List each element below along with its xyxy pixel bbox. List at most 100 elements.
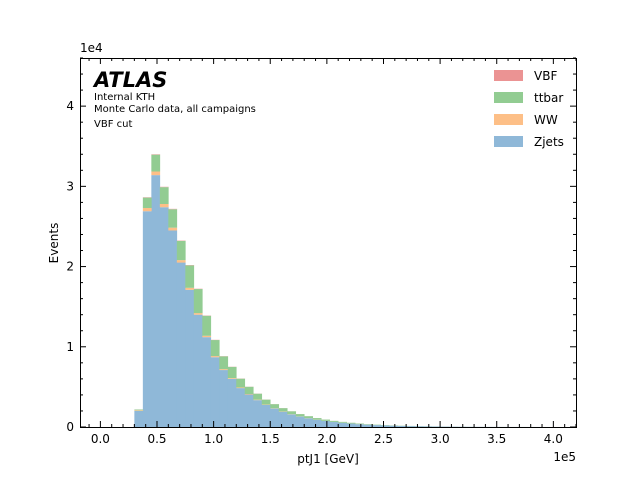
y-axis-label: Events <box>47 223 61 264</box>
bar-ttbar-12 <box>202 315 212 336</box>
bar-ttbar-22 <box>287 411 297 415</box>
legend: VBF ttbar WW Zjets <box>494 69 564 149</box>
legend-label-vbf: VBF <box>534 69 557 83</box>
bar-zjets-11 <box>193 314 203 427</box>
bar-zjets-24 <box>304 418 314 427</box>
bar-ttbar-4 <box>134 409 144 411</box>
labels-layer: 1e4 1e5 ptJ1 [GeV] Events <box>47 41 576 466</box>
bar-zjets-30 <box>355 424 364 427</box>
bar-zjets-4 <box>134 410 144 427</box>
bar-zjets-28 <box>338 422 347 427</box>
bar-ttbar-9 <box>176 240 186 261</box>
bar-ttbar-15 <box>227 366 237 379</box>
bar-zjets-16 <box>236 388 246 427</box>
x-scale-label: 1e5 <box>553 450 576 464</box>
bar-zjets-19 <box>261 404 271 427</box>
annotation-line-2: Monte Carlo data, all campaigns <box>94 104 256 115</box>
bar-ttbar-26 <box>321 419 330 421</box>
bar-zjets-15 <box>227 378 237 427</box>
bar-ttbar-21 <box>278 408 288 412</box>
y-tick-label: 1 <box>66 340 74 354</box>
plot-frame <box>80 58 577 428</box>
bar-zjets-23 <box>295 416 305 427</box>
x-axis-label: ptJ1 [GeV] <box>297 452 359 466</box>
y-tick-label: 2 <box>66 260 74 274</box>
bar-ttbar-19 <box>261 399 271 405</box>
bar-ww-8 <box>168 227 178 231</box>
bar-ww-16 <box>236 387 246 389</box>
bar-ttbar-11 <box>193 289 203 314</box>
x-tick-label: 3.0 <box>431 432 450 446</box>
y-tick-label: 3 <box>66 179 74 193</box>
legend-swatch-zjets <box>494 136 523 147</box>
legend-swatch-ww <box>494 114 523 125</box>
legend-label-zjets: Zjets <box>534 135 564 149</box>
bar-ww-17 <box>244 393 254 395</box>
x-tick-label: 2.5 <box>374 432 393 446</box>
bar-ttbar-18 <box>253 393 263 400</box>
bar-zjets-18 <box>253 400 263 427</box>
bar-zjets-38 <box>423 426 432 427</box>
bar-zjets-27 <box>329 422 339 427</box>
y-tick-label: 4 <box>66 99 74 113</box>
bar-ttbar-25 <box>312 418 322 420</box>
y-scale-label: 1e4 <box>80 41 103 55</box>
x-tick-label: 2.0 <box>317 432 336 446</box>
bar-ttbar-28 <box>338 421 347 423</box>
atlas-annotation: ATLAS Internal KTH Monte Carlo data, all… <box>92 68 256 130</box>
bar-zjets-14 <box>219 370 229 427</box>
bar-zjets-26 <box>321 420 330 427</box>
bar-ww-11 <box>193 313 203 315</box>
bar-zjets-6 <box>151 175 161 427</box>
y-tick-label: 0 <box>66 420 74 434</box>
annotation-line-1: Internal KTH <box>94 92 155 103</box>
x-tick-label: 4.0 <box>544 432 563 446</box>
bar-ttbar-13 <box>210 340 220 357</box>
legend-label-ttbar: ttbar <box>534 91 563 105</box>
bar-zjets-10 <box>185 289 195 427</box>
bar-ww-14 <box>219 369 229 371</box>
bar-zjets-22 <box>287 414 297 427</box>
bar-zjets-33 <box>380 425 390 427</box>
legend-swatch-vbf <box>494 70 523 81</box>
bar-zjets-25 <box>312 419 322 427</box>
x-tick-label: 0.5 <box>147 432 166 446</box>
bar-zjets-32 <box>372 425 381 427</box>
bar-ww-7 <box>159 204 169 208</box>
annotation-line-3: VBF cut <box>94 119 132 130</box>
bar-ttbar-27 <box>329 420 339 422</box>
bar-zjets-5 <box>142 211 152 427</box>
ticks-layer: 0.0 0.5 1.0 1.5 2.0 2.5 3.0 3.5 4.0 0 1 2 3 4 <box>66 57 577 446</box>
x-tick-label: 1.0 <box>204 432 223 446</box>
x-tick-label: 3.5 <box>487 432 506 446</box>
bar-ttbar-20 <box>270 404 280 409</box>
legend-swatch-ttbar <box>494 92 523 103</box>
bar-ww-13 <box>210 356 220 358</box>
bar-ttbar-5 <box>142 197 152 209</box>
bar-zjets-7 <box>159 207 169 427</box>
bar-zjets-13 <box>210 357 220 427</box>
bar-zjets-29 <box>346 423 356 427</box>
bar-zjets-20 <box>270 408 280 427</box>
x-tick-label: 1.5 <box>261 432 280 446</box>
bar-ww-10 <box>185 287 195 290</box>
bar-zjets-31 <box>363 424 373 427</box>
bar-ww-15 <box>227 378 237 379</box>
bar-zjets-17 <box>244 394 254 427</box>
atlas-brand: ATLAS <box>92 68 167 92</box>
bars-layer <box>134 154 551 427</box>
x-tick-label: 0.0 <box>91 432 110 446</box>
bar-ttbar-10 <box>185 265 195 288</box>
bar-ttbar-14 <box>219 356 229 370</box>
bar-zjets-12 <box>202 337 212 427</box>
bar-zjets-34 <box>389 425 398 427</box>
bar-ttbar-6 <box>151 154 161 172</box>
bar-zjets-36 <box>406 426 415 427</box>
bar-zjets-9 <box>176 262 186 427</box>
bar-ww-12 <box>202 335 212 338</box>
bar-ttbar-17 <box>244 386 254 394</box>
bar-zjets-37 <box>414 426 424 427</box>
bar-zjets-35 <box>397 425 407 427</box>
bar-ttbar-8 <box>168 209 178 228</box>
